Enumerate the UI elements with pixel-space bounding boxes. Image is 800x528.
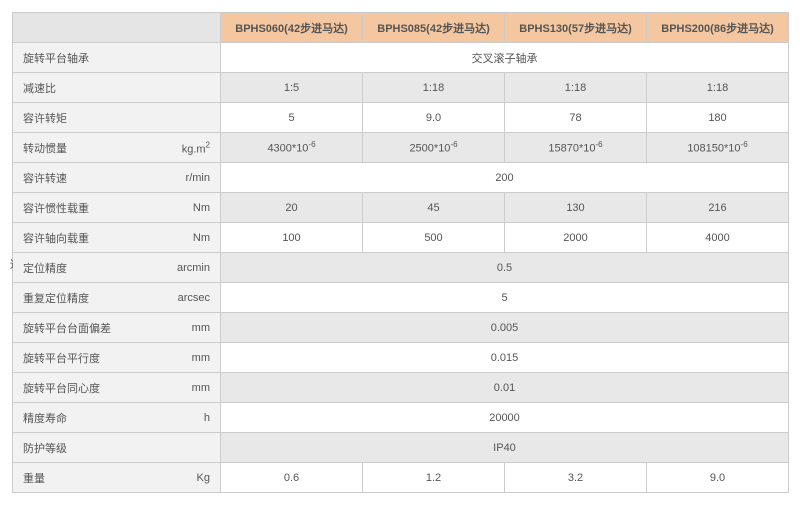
cell-span: 200	[221, 163, 789, 193]
cell: 130	[505, 193, 647, 223]
row-label-text: 旋转平台平行度	[23, 350, 100, 366]
row-label-text: 容许惯性载重	[23, 200, 89, 216]
row-unit: arcsec	[178, 292, 210, 304]
cell-span: 20000	[221, 403, 789, 433]
row-label: 转动惯量 kg.m2	[13, 133, 221, 163]
table-row: 旋转平台轴承 交叉滚子轴承	[13, 43, 789, 73]
table-row: 容许转速 r/min 200	[13, 163, 789, 193]
row-label: 重复定位精度 arcsec	[13, 283, 221, 313]
table-row: 减速比1:51:181:181:18	[13, 73, 789, 103]
table-row: 旋转平台同心度 mm 0.01	[13, 373, 789, 403]
row-label: 容许转速 r/min	[13, 163, 221, 193]
spec-table: 适配马达 BPHS060(42步进马达) BPHS085(42步进马达) BPH…	[12, 12, 789, 493]
table-row: 精度寿命 h 20000	[13, 403, 789, 433]
cell: 4300*10-6	[221, 133, 363, 163]
header-row: 适配马达 BPHS060(42步进马达) BPHS085(42步进马达) BPH…	[13, 13, 789, 43]
row-label-text: 旋转平台台面偏差	[23, 320, 111, 336]
row-unit: h	[204, 412, 210, 424]
cell: 100	[221, 223, 363, 253]
row-label-text: 容许轴向载重	[23, 230, 89, 246]
row-label: 容许轴向载重 Nm	[13, 223, 221, 253]
cell: 216	[647, 193, 789, 223]
table-row: 旋转平台台面偏差 mm 0.005	[13, 313, 789, 343]
table-row: 重量 Kg 0.61.23.29.0	[13, 463, 789, 493]
row-label-text: 容许转速	[23, 170, 67, 186]
table-row: 容许轴向载重 Nm 10050020004000	[13, 223, 789, 253]
row-label: 定位精度 arcmin	[13, 253, 221, 283]
cell-span: 0.5	[221, 253, 789, 283]
row-label-text: 旋转平台轴承	[23, 50, 89, 66]
row-label: 旋转平台台面偏差 mm	[13, 313, 221, 343]
row-unit: kg.m2	[182, 140, 210, 155]
row-label-text: 定位精度	[23, 260, 67, 276]
row-unit: mm	[192, 352, 210, 364]
row-unit: Nm	[193, 202, 210, 214]
header-model-1: BPHS085(42步进马达)	[363, 13, 505, 43]
cell: 4000	[647, 223, 789, 253]
header-label: 适配马达	[13, 13, 221, 43]
cell: 9.0	[363, 103, 505, 133]
cell: 3.2	[505, 463, 647, 493]
header-model-0: BPHS060(42步进马达)	[221, 13, 363, 43]
cell: 20	[221, 193, 363, 223]
cell: 5	[221, 103, 363, 133]
cell: 1:5	[221, 73, 363, 103]
table-row: 转动惯量 kg.m2 4300*10-62500*10-615870*10-6108…	[13, 133, 789, 163]
row-label: 重量 Kg	[13, 463, 221, 493]
table-row: 旋转平台平行度 mm 0.015	[13, 343, 789, 373]
header-model-2: BPHS130(57步进马达)	[505, 13, 647, 43]
row-label-text: 容许转矩	[23, 110, 67, 126]
cell: 45	[363, 193, 505, 223]
row-label: 容许惯性载重 Nm	[13, 193, 221, 223]
row-label: 旋转平台同心度 mm	[13, 373, 221, 403]
cell: 1.2	[363, 463, 505, 493]
cell-span: 0.01	[221, 373, 789, 403]
cell: 0.6	[221, 463, 363, 493]
cell: 78	[505, 103, 647, 133]
row-unit: mm	[192, 382, 210, 394]
table-row: 容许惯性载重 Nm 2045130216	[13, 193, 789, 223]
table-row: 防护等级 IP40	[13, 433, 789, 463]
row-label: 精度寿命 h	[13, 403, 221, 433]
cell-span: IP40	[221, 433, 789, 463]
table-row: 容许转矩 59.078180	[13, 103, 789, 133]
table-body: 旋转平台轴承交叉滚子轴承减速比1:51:181:181:18容许转矩59.078…	[13, 43, 789, 493]
cell-span: 交叉滚子轴承	[221, 43, 789, 73]
row-label: 旋转平台平行度 mm	[13, 343, 221, 373]
table-row: 重复定位精度 arcsec 5	[13, 283, 789, 313]
header-model-3: BPHS200(86步进马达)	[647, 13, 789, 43]
cell: 2000	[505, 223, 647, 253]
row-label: 减速比	[13, 73, 221, 103]
row-label-text: 重复定位精度	[23, 290, 89, 306]
row-label-text: 精度寿命	[23, 410, 67, 426]
row-label-text: 重量	[23, 470, 45, 486]
row-label: 容许转矩	[13, 103, 221, 133]
cell: 1:18	[647, 73, 789, 103]
cell-span: 5	[221, 283, 789, 313]
cell: 1:18	[363, 73, 505, 103]
cell: 2500*10-6	[363, 133, 505, 163]
row-label: 旋转平台轴承	[13, 43, 221, 73]
table-row: 定位精度 arcmin 0.5	[13, 253, 789, 283]
row-unit: mm	[192, 322, 210, 334]
cell: 1:18	[505, 73, 647, 103]
cell: 180	[647, 103, 789, 133]
row-label-text: 防护等级	[23, 440, 67, 456]
row-unit: r/min	[186, 172, 210, 184]
row-label-text: 转动惯量	[23, 140, 67, 156]
cell: 9.0	[647, 463, 789, 493]
row-unit: Kg	[197, 472, 210, 484]
cell-span: 0.005	[221, 313, 789, 343]
cell: 15870*10-6	[505, 133, 647, 163]
cell-span: 0.015	[221, 343, 789, 373]
row-label-text: 减速比	[23, 80, 56, 96]
cell: 500	[363, 223, 505, 253]
row-unit: Nm	[193, 232, 210, 244]
row-label: 防护等级	[13, 433, 221, 463]
row-unit: arcmin	[177, 262, 210, 274]
cell: 108150*10-6	[647, 133, 789, 163]
row-label-text: 旋转平台同心度	[23, 380, 100, 396]
